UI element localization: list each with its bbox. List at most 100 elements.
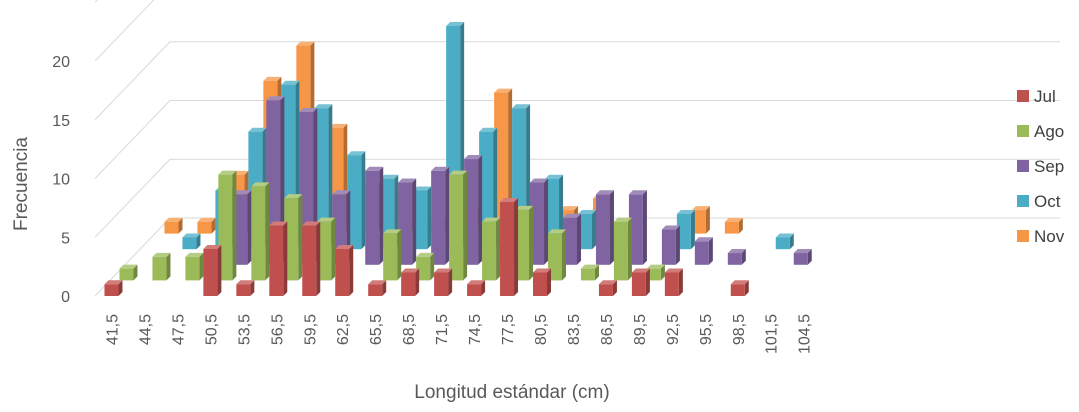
x-tick-label: 50,5 <box>203 314 220 345</box>
bar-jul-92,5 <box>664 268 683 296</box>
x-tick-label: 95,5 <box>698 314 715 345</box>
bar-ago-71,5 <box>449 170 468 281</box>
bar-jul-53,5 <box>236 280 255 296</box>
bar-ago-50,5 <box>218 170 237 281</box>
bar-jul-41,5 <box>104 280 123 296</box>
bar-jul-68,5 <box>401 268 420 296</box>
y-tick-label: 15 <box>52 113 70 130</box>
legend-label: Ago <box>1034 122 1064 141</box>
x-tick-label: 44,5 <box>137 314 154 345</box>
x-tick-label: 41,5 <box>104 314 121 345</box>
bar-sep-65,5 <box>398 178 417 265</box>
bar-ago-83,5 <box>580 264 599 281</box>
y-tick-label: 0 <box>61 289 70 306</box>
bar-ago-89,5 <box>646 264 665 281</box>
bar-jul-65,5 <box>368 280 387 296</box>
x-tick-label: 56,5 <box>269 314 286 345</box>
legend-label: Oct <box>1034 192 1061 211</box>
x-tick-label: 59,5 <box>302 314 319 345</box>
y-tick-label: 20 <box>52 54 70 71</box>
x-tick-label: 71,5 <box>434 314 451 345</box>
bar-ago-53,5 <box>251 182 270 281</box>
x-tick-label: 104,5 <box>797 314 814 354</box>
bar-ago-77,5 <box>515 205 534 281</box>
legend-label: Sep <box>1034 157 1064 176</box>
bar-jul-98,5 <box>730 280 749 296</box>
bar-ago-44,5 <box>152 252 171 281</box>
bar-nov-89,5 <box>691 206 710 234</box>
bar-sep-83,5 <box>595 190 614 265</box>
x-tick-label: 47,5 <box>170 314 187 345</box>
bar-sep-68,5 <box>431 166 450 265</box>
legend-item-ago: Ago <box>1017 122 1064 141</box>
bar-sep-71,5 <box>464 155 483 265</box>
legend-label: Jul <box>1034 87 1056 106</box>
bar-jul-89,5 <box>631 268 650 296</box>
legend: Jul Ago Sep Oct Nov <box>1017 87 1065 246</box>
x-tick-label: 68,5 <box>401 314 418 345</box>
bar-oct-65,5 <box>413 186 432 250</box>
bar-jul-71,5 <box>434 268 453 296</box>
bar-ago-59,5 <box>317 217 336 281</box>
bar-jul-59,5 <box>302 221 321 296</box>
bar-ago-74,5 <box>482 217 501 281</box>
x-tick-label: 77,5 <box>500 314 517 345</box>
bar-oct-59,5 <box>347 151 366 250</box>
legend-swatch <box>1017 230 1029 242</box>
bar-oct-56,5 <box>314 104 333 250</box>
x-tick-label: 74,5 <box>467 314 484 345</box>
bar-sep-62,5 <box>365 166 384 265</box>
bar-jul-80,5 <box>533 268 551 296</box>
bar-sep-101,5 <box>793 249 812 265</box>
bar-sep-89,5 <box>661 225 680 265</box>
x-tick-label: 89,5 <box>632 314 649 345</box>
x-tick-label: 65,5 <box>368 314 385 345</box>
legend-swatch <box>1017 125 1029 137</box>
bar-sep-80,5 <box>563 213 581 265</box>
x-tick-label: 98,5 <box>731 314 748 345</box>
bar-ago-80,5 <box>548 229 566 281</box>
bars <box>104 21 812 296</box>
bar-jul-62,5 <box>335 245 354 296</box>
bar-nov-44,5 <box>197 217 216 234</box>
bar-sep-50,5 <box>233 190 252 265</box>
x-axis-ticks: 41,5 44,5 47,5 50,5 53,5 56,5 59,5 62,5 65,5 68,5… <box>104 314 813 354</box>
x-tick-label: 92,5 <box>665 314 682 345</box>
bar-oct-44,5 <box>182 233 201 250</box>
legend-swatch <box>1017 195 1029 207</box>
bar-sep-95,5 <box>727 249 746 265</box>
legend-item-sep: Sep <box>1017 157 1064 176</box>
bar-ago-47,5 <box>185 252 204 281</box>
x-axis-title: Longitud estándar (cm) <box>414 382 609 403</box>
bar-jul-56,5 <box>269 221 288 296</box>
bar-oct-80,5 <box>578 209 596 250</box>
x-tick-label: 101,5 <box>764 314 781 354</box>
bar-nov-92,5 <box>724 217 743 234</box>
bar-ago-41,5 <box>119 264 138 281</box>
bar-jul-77,5 <box>500 198 519 296</box>
bar-jul-50,5 <box>203 245 222 296</box>
x-tick-label: 86,5 <box>599 314 616 345</box>
x-tick-label: 62,5 <box>335 314 352 345</box>
y-tick-label: 10 <box>52 172 70 189</box>
bar-oct-89,5 <box>676 209 695 250</box>
legend-swatch <box>1017 90 1029 102</box>
legend-item-oct: Oct <box>1017 192 1061 211</box>
bar-oct-98,5 <box>775 233 794 250</box>
x-tick-label: 53,5 <box>236 314 253 345</box>
bar-ago-56,5 <box>284 194 303 281</box>
bar-sep-92,5 <box>694 237 713 265</box>
bar-jul-74,5 <box>467 280 486 296</box>
bar-ago-65,5 <box>383 229 402 281</box>
x-tick-label: 80,5 <box>533 314 550 345</box>
legend-item-nov: Nov <box>1017 227 1065 246</box>
bar-ago-68,5 <box>416 252 435 281</box>
bar-sep-77,5 <box>530 178 549 265</box>
y-axis-title: Frecuencia <box>11 137 32 231</box>
y-axis-ticks: 0 5 10 15 20 <box>52 54 70 306</box>
bar-ago-86,5 <box>613 217 632 281</box>
bar-nov-41,5 <box>164 217 183 234</box>
x-tick-label: 83,5 <box>566 314 583 345</box>
legend-label: Nov <box>1034 227 1065 246</box>
